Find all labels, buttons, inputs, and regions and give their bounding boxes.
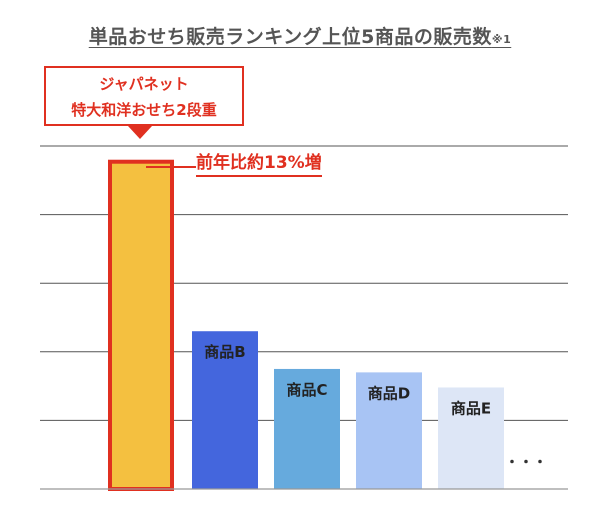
bar-4 [356, 372, 422, 489]
bar-1 [108, 159, 174, 491]
bar-3 [274, 368, 340, 489]
bar-5 [438, 387, 504, 489]
bar-label-3: 商品C [286, 381, 327, 399]
chart-title-note: ※1 [491, 33, 512, 46]
callout-line-2: 特大和洋おせち2段重 [71, 101, 217, 119]
callout-line-1: ジャパネット [99, 75, 189, 93]
highlight-callout-box: ジャパネット 特大和洋おせち2段重 [44, 66, 244, 126]
callout-pointer-arrow [128, 126, 152, 139]
bar-2 [192, 331, 258, 489]
bar-labels: 商品B 商品C 商品D 商品E [204, 343, 491, 417]
growth-connector-line [146, 166, 196, 168]
bar-label-4: 商品D [368, 384, 410, 402]
bar-label-5: 商品E [451, 399, 491, 417]
chart-title: 単品おせち販売ランキング上位5商品の販売数※1 [0, 22, 600, 49]
bars [108, 159, 504, 491]
more-ellipsis: ・・・ [505, 455, 547, 471]
chart-title-text: 単品おせち販売ランキング上位5商品の販売数 [88, 26, 492, 48]
bar-label-2: 商品B [204, 343, 245, 361]
growth-note: 前年比約13%増 [196, 152, 322, 177]
